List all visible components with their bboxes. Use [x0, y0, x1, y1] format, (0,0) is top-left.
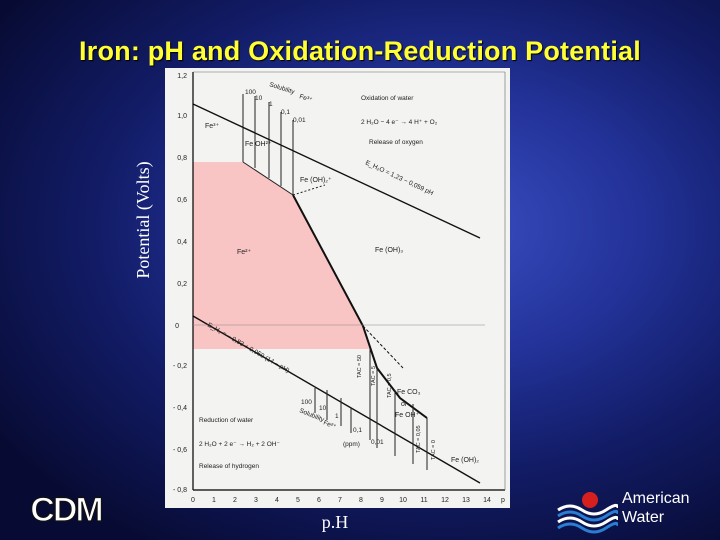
solubility-bottom-value: 1	[335, 413, 339, 420]
pourbaix-diagram: 1,2 1,0 0,8 0,6 0,4 0,2 0 - 0,2 - 0,4 - …	[165, 68, 510, 508]
o2-line	[192, 103, 481, 239]
x-tick-label: 7	[338, 497, 342, 504]
fe2-region	[193, 162, 370, 349]
solubility-lines-bottom	[314, 349, 428, 470]
y-tick-label: - 0,4	[173, 405, 187, 412]
solubility-bottom-value: 100	[301, 399, 312, 406]
region-label-feoh3: Fe (OH)₃	[375, 247, 403, 254]
x-ticks: 0 1 2 3 4 5 6 7 8 9 10 11 12 13 14 p	[191, 497, 505, 504]
cdm-logo-text: CDM	[30, 491, 102, 526]
solubility-bottom-value: 0,1	[353, 427, 362, 434]
x-tick-label: 10	[399, 497, 407, 504]
tac-label: TAC = 0	[431, 440, 437, 460]
solubility-top-ion: Fe³⁺	[298, 93, 313, 104]
oxidation-title: Oxidation of water	[361, 95, 414, 102]
x-tick-label: 0	[191, 497, 195, 504]
x-axis-label: p.H	[321, 512, 349, 532]
x-tick-label: 5	[296, 497, 300, 504]
reduction-release: Release of hydrogen	[199, 463, 259, 470]
tac-label: TAC = 0,5	[387, 373, 393, 398]
x-tick-label: 14	[483, 497, 491, 504]
x-tick-label: 1	[212, 497, 216, 504]
region-label-feoh2: Fe OH²⁺	[245, 141, 272, 148]
american-water-line-1: American	[622, 490, 690, 507]
solubility-top-value: 10	[255, 95, 263, 102]
x-tick-label: 9	[380, 497, 384, 504]
y-tick-label: 0,6	[177, 197, 187, 204]
x-tick-label: 13	[462, 497, 470, 504]
y-tick-label: 0,2	[177, 281, 187, 288]
american-water-logo-text: American Water	[622, 489, 690, 527]
y-axis-label: Potential (Volts)	[133, 161, 153, 279]
slide-title: Iron: pH and Oxidation-Reduction Potenti…	[79, 36, 641, 66]
tac-label: TAC = 0,05	[416, 425, 422, 453]
h2-line	[192, 315, 481, 484]
cdm-logo: CDM	[30, 490, 104, 526]
x-tick-label: 4	[275, 497, 279, 504]
region-label-fe2: Fe²⁺	[237, 249, 252, 256]
y-tick-label: - 0,8	[173, 487, 187, 494]
x-tick-label: 6	[317, 497, 321, 504]
y-tick-label: 0,8	[177, 155, 187, 162]
x-tick-label: 8	[359, 497, 363, 504]
x-tick-label: 11	[420, 497, 427, 504]
american-water-logo-icon	[557, 492, 618, 534]
reduction-equation: 2 H₂O + 2 e⁻ → H₂ + 2 OH⁻	[199, 441, 280, 448]
region-label-feco3: Fe CO₃	[397, 389, 421, 396]
y-tick-label: 1,2	[177, 73, 187, 80]
oxidation-equation: 2 H₂O − 4 e⁻ → 4 H⁺ + O₂	[361, 119, 438, 126]
solubility-top-value: 0,1	[281, 109, 290, 116]
solubility-bottom-value: 0,01	[371, 439, 384, 446]
y-tick-label: 0	[175, 323, 179, 330]
solubility-top-value: 100	[245, 89, 256, 96]
y-tick-label: 0,4	[177, 239, 187, 246]
region-label-fe3: Fe³⁺	[205, 123, 220, 130]
x-tick-label: 3	[254, 497, 258, 504]
solubility-top-value: 0,01	[293, 117, 306, 124]
region-label-feoh2-low: Fe (OH)₂	[451, 457, 479, 464]
x-axis-end-label: p	[501, 497, 505, 504]
tac-label: TAC = 50	[357, 355, 363, 378]
reduction-title: Reduction of water	[199, 417, 254, 424]
solubility-bottom-unit: (ppm)	[343, 441, 360, 448]
y-tick-label: - 0,6	[173, 447, 187, 454]
solubility-bottom-value: 10	[319, 405, 327, 412]
solubility-lines-top	[242, 94, 326, 196]
y-ticks: 1,2 1,0 0,8 0,6 0,4 0,2 0 - 0,2 - 0,4 - …	[173, 73, 187, 494]
tac-label: TAC = 5	[371, 366, 377, 386]
x-tick-label: 2	[233, 497, 237, 504]
region-label-feoh2plus: Fe (OH)₂⁺	[300, 177, 332, 184]
y-tick-label: - 0,2	[173, 363, 187, 370]
region-label-feoh-plus: Fe OH⁺	[395, 412, 420, 419]
american-water-line-2: Water	[622, 509, 665, 526]
y-tick-label: 1,0	[177, 113, 187, 120]
x-tick-label: 12	[441, 497, 449, 504]
solubility-top-value: 1	[269, 101, 273, 108]
solubility-bottom-ion: Fe²⁺	[322, 419, 337, 431]
oxidation-release: Release of oxygen	[369, 139, 423, 146]
region-label-or: or	[401, 401, 408, 408]
